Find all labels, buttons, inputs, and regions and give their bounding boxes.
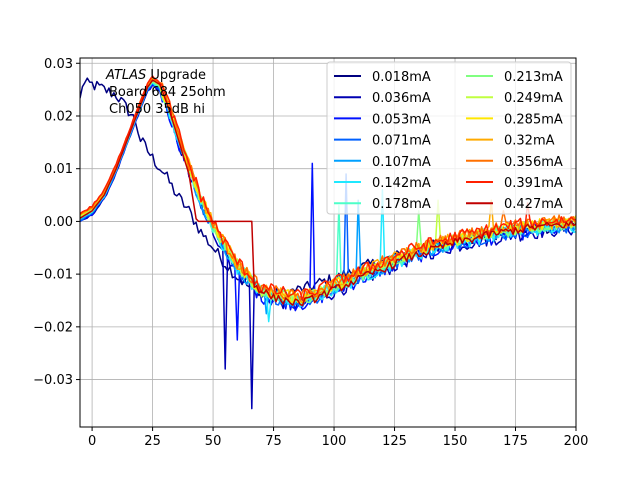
x-tick-label: 125 [382,434,407,449]
legend-label: 0.178mA [372,197,431,212]
legend-label: 0.427mA [504,197,563,212]
axes [79,57,577,428]
x-tick-label: 0 [88,434,96,449]
legend-label: 0.213mA [504,70,563,85]
y-tick-label: −0.03 [33,373,73,388]
x-tick-label: 175 [503,434,528,449]
legend-label: 0.391mA [504,176,563,191]
y-tick-label: −0.01 [33,268,73,283]
series-line-13 [80,75,576,302]
legend: 0.018mA 0.036mA 0.053mA 0.071mA 0.107mA 0.142… [326,61,572,215]
x-tick-label: 150 [443,434,468,449]
legend-label: 0.071mA [372,134,431,149]
legend-label: 0.053mA [372,112,431,127]
legend-label: 0.142mA [372,176,431,191]
y-tick-label: 0.02 [44,109,73,124]
legend-label: 0.018mA [372,70,431,85]
x-tick-label: 200 [564,434,589,449]
x-tick-label: 100 [322,434,347,449]
legend-label: 0.356mA [504,155,563,170]
x-tick-label: 75 [265,434,282,449]
annotation: ATLAS Upgrade Board 684 25ohm Ch050 35dB h… [105,68,226,117]
annotation-line-3: Ch050 35dB hi [109,102,205,117]
x-tick-label: 50 [205,434,222,449]
series-lines [80,75,576,410]
y-tick-label: 0.03 [44,57,73,72]
series-line-14 [80,79,576,307]
annotation-upgrade: Upgrade [146,68,206,83]
annotation-line-2: Board 684 25ohm [109,85,226,100]
annotation-atlas: ATLAS [105,68,146,83]
tick-labels: 0 25 50 75 100 125 150 175 200 −0.03 −0.02 −0.01 0.0… [33,57,588,449]
x-tick-label: 25 [144,434,161,449]
plot-frame [79,57,577,428]
y-tick-label: −0.02 [33,320,73,335]
legend-label: 0.32mA [504,134,555,149]
y-tick-label: 0.00 [44,215,73,230]
y-tick-label: 0.01 [44,162,73,177]
annotation-line-1: ATLAS Upgrade [105,68,206,83]
legend-label: 0.107mA [372,155,431,170]
legend-label: 0.249mA [504,91,563,106]
legend-box [326,61,572,215]
legend-label: 0.036mA [372,91,431,106]
legend-label: 0.285mA [504,112,563,127]
